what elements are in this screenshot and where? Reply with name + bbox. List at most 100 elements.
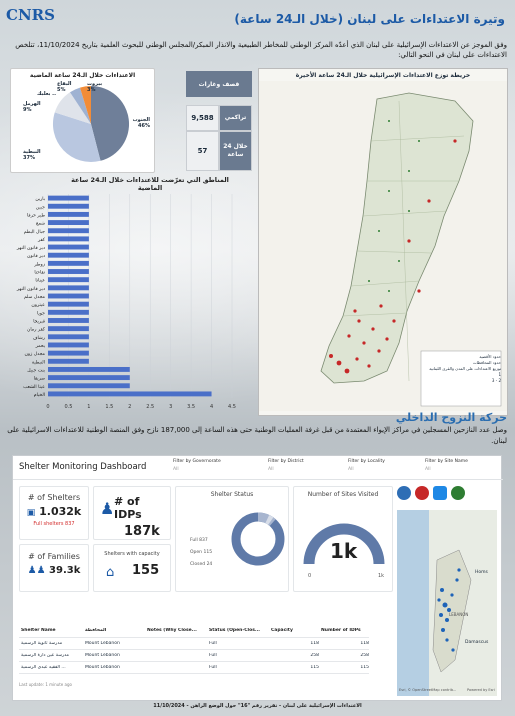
attack-markers bbox=[329, 139, 457, 374]
shelter-status-card: Shelter Status Full 837 Open 115 Closed … bbox=[175, 486, 289, 592]
shelter-dashboard: Shelter Monitoring Dashboard Filter by G… bbox=[12, 455, 503, 701]
stats-row-cumulative: 9,588 تراكمي bbox=[186, 105, 252, 131]
legend-item-1: 1 bbox=[498, 372, 501, 377]
x-tick-label: 4.5 bbox=[228, 404, 236, 410]
idps-title: # of IDPs bbox=[114, 495, 142, 521]
filter-site-name[interactable]: Filter by Site Name All bbox=[425, 459, 468, 472]
stats-24h-label: خلال 24 ساعة bbox=[219, 131, 252, 171]
y-category-label: بنت جبيل bbox=[27, 368, 45, 373]
y-category-label: جبال البطم bbox=[24, 230, 45, 235]
status-donut bbox=[231, 512, 285, 566]
pie-slice-beirut bbox=[80, 85, 91, 124]
label-bekaa: البقاع 5% bbox=[57, 81, 72, 93]
filter-district[interactable]: Filter by District All bbox=[268, 459, 304, 472]
intro-text: وفق الموجز عن الاعتداءات الإسرائيلية على… bbox=[15, 41, 507, 59]
cell-name: مدرسة ثانوية الرسمية bbox=[21, 641, 63, 646]
shelters-card: # of Shelters ▣ 1.032k Full shelters 837 bbox=[19, 486, 89, 540]
pie-slice-nabatieh bbox=[52, 112, 101, 163]
stats-cumulative-value: 9,588 bbox=[186, 105, 219, 131]
bar bbox=[48, 350, 89, 356]
displacement-text: وصل عدد النازحين المسجلين في مراكز الإيو… bbox=[7, 426, 507, 445]
cell-capacity: 258 bbox=[310, 653, 319, 658]
bar bbox=[48, 334, 89, 340]
x-tick-label: 1 bbox=[87, 404, 90, 410]
cell-idps: 118 bbox=[360, 641, 369, 646]
table-row[interactable]: الفقيه عبدي الرسمية ... Mount Lebanon Fu… bbox=[19, 662, 369, 674]
x-tick-label: 0 bbox=[46, 404, 49, 410]
idps-value: 187k bbox=[124, 524, 160, 539]
cell-capacity: 118 bbox=[310, 641, 319, 646]
logo-4-icon bbox=[451, 486, 465, 500]
status-closed-label: Closed bbox=[190, 562, 206, 567]
stats-cumulative-label: تراكمي bbox=[219, 105, 252, 131]
label-hermel: الهرمل 9% bbox=[23, 101, 41, 113]
logo-1-icon bbox=[397, 486, 411, 500]
x-tick-label: 1.5 bbox=[105, 404, 113, 410]
bar bbox=[48, 326, 89, 332]
full-shelters: Full shelters 837 bbox=[33, 521, 75, 527]
logo-3-icon bbox=[433, 486, 447, 500]
last-update: Last update: 1 minute ago bbox=[19, 682, 72, 687]
y-category-label: عيترون bbox=[31, 303, 45, 308]
families-card: # of Families ♟♟ 39.3k bbox=[19, 544, 89, 592]
pie-slice-bekaa bbox=[70, 87, 91, 124]
table-row[interactable]: مدرسة ثانوية الرسمية Mount Lebanon Full … bbox=[19, 638, 369, 650]
filter-locality[interactable]: Filter by Locality All bbox=[348, 459, 385, 472]
filter-locality-label: Filter by Locality bbox=[348, 459, 385, 464]
x-tick-label: 3.5 bbox=[187, 404, 195, 410]
status-closed: Closed 24 bbox=[190, 559, 212, 571]
col-status[interactable]: Status (Open-Clos... bbox=[209, 628, 260, 633]
map-attribution: Esri, © OpenStreetMap contrib... bbox=[399, 688, 457, 692]
shelters-value: ▣ 1.032k bbox=[20, 505, 88, 518]
col-capacity[interactable]: Capacity bbox=[271, 628, 293, 633]
sites-visited-card: Number of Sites Visited 1k 0 1k bbox=[293, 486, 393, 592]
y-category-label: زوطر bbox=[33, 262, 45, 267]
cnrs-logo: CNRS bbox=[6, 6, 66, 34]
legend-districts: حدود الأقضية bbox=[479, 354, 501, 359]
status-full: Full 837 bbox=[190, 535, 212, 547]
mini-map[interactable]: Homs LEBANON Damascus Esri, © OpenStreet… bbox=[397, 510, 497, 696]
y-category-label: يحمر bbox=[35, 344, 46, 349]
bar bbox=[48, 211, 89, 217]
cell-name: الفقيه عبدي الرسمية ... bbox=[21, 665, 66, 670]
label-bekaa-pct: 5% bbox=[57, 87, 66, 93]
label-south-pct: 46% bbox=[138, 123, 150, 129]
map-powered: Powered by Esri bbox=[467, 688, 495, 692]
label-nabatieh-pct: 37% bbox=[23, 155, 35, 161]
logo-cnrs-icon bbox=[469, 486, 489, 500]
pie-chart bbox=[52, 85, 130, 163]
col-idps[interactable]: Number of IDPs bbox=[321, 628, 361, 633]
bar bbox=[48, 260, 89, 266]
col-governorate[interactable]: المحافظة bbox=[85, 628, 107, 633]
bar bbox=[48, 366, 130, 372]
label-baalbek: بعلبك .. bbox=[37, 91, 56, 97]
y-category-label: دير قانون bbox=[27, 254, 45, 259]
page-title: وتيرة الاعتداءات على لبنان (خلال الـ24 س… bbox=[234, 12, 505, 26]
filter-governorate[interactable]: Filter by Governorate All bbox=[173, 459, 221, 472]
bar bbox=[48, 220, 89, 226]
col-notes[interactable]: Notes (Why Close... bbox=[147, 628, 197, 633]
bar bbox=[48, 391, 212, 397]
mini-map-graphic bbox=[397, 510, 497, 696]
cell-name: مدرسة عين دارة الرسمية bbox=[21, 653, 69, 658]
person-icon: ♟ bbox=[100, 499, 115, 518]
bar bbox=[48, 244, 89, 250]
families-number: 39.3k bbox=[49, 565, 81, 576]
label-hermel-pct: 9% bbox=[23, 107, 32, 113]
y-category-label: صريفا bbox=[34, 377, 46, 382]
y-category-label: النبطية bbox=[32, 360, 45, 365]
label-bekaa-name: البقاع bbox=[57, 81, 72, 87]
legend-governorates: حدود المحافظات bbox=[472, 360, 501, 365]
x-tick-label: 0.5 bbox=[64, 404, 72, 410]
bar bbox=[48, 309, 89, 315]
cell-idps: 115 bbox=[360, 665, 369, 670]
cell-governorate: Mount Lebanon bbox=[85, 653, 120, 658]
table-row[interactable]: مدرسة عين دارة الرسمية Mount Lebanon Ful… bbox=[19, 650, 369, 662]
y-category-label: جبين bbox=[36, 205, 45, 210]
cell-governorate: Mount Lebanon bbox=[85, 641, 120, 646]
bar-chart: 0 0.5 1 1.5 2 2.5 3 3.5 4 4.5 بارين جبين طير حرفا شمع… bbox=[16, 194, 236, 410]
y-category-label: رشاف bbox=[33, 335, 45, 341]
status-full-label: Full bbox=[190, 538, 198, 543]
cell-governorate: Mount Lebanon bbox=[85, 665, 120, 670]
col-shelter-name[interactable]: Shelter Name bbox=[21, 628, 56, 633]
